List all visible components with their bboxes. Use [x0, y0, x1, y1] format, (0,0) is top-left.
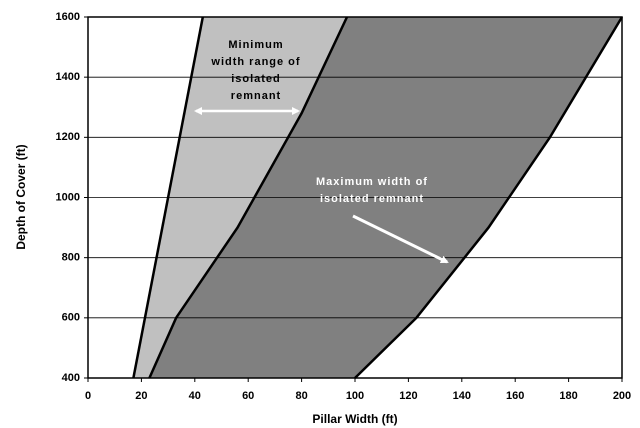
y-axis-label: Depth of Cover (ft) [14, 144, 28, 249]
plot-frame [87, 16, 623, 379]
annotation-text: isolated [231, 73, 281, 85]
annotation-arrow [352, 214, 449, 264]
y-tick-label: 1400 [56, 71, 80, 83]
annotation-text: width range of [210, 56, 300, 68]
boundary-line [354, 16, 624, 379]
annotation-text: Maximum width of [316, 176, 428, 188]
x-tick-label: 40 [189, 390, 201, 402]
x-axis-label: Pillar Width (ft) [312, 412, 397, 426]
x-tick-label: 60 [242, 390, 254, 402]
annotation-text: Minimum [228, 39, 283, 51]
y-tick-label: 1200 [56, 131, 80, 143]
x-tick-label: 20 [135, 390, 147, 402]
x-tick-label: 100 [346, 390, 364, 402]
annotation-text: remnant [231, 90, 281, 102]
y-tick-label: 400 [62, 372, 80, 384]
y-tick-label: 800 [62, 252, 80, 264]
x-tick-label: 80 [295, 390, 307, 402]
x-tick-label: 200 [613, 390, 631, 402]
boundary-line [148, 16, 349, 379]
y-tick-label: 1600 [56, 11, 80, 23]
x-tick-label: 120 [399, 390, 417, 402]
annotation-text: isolated remnant [320, 193, 424, 205]
boundary-line [132, 16, 205, 379]
y-tick-label: 1000 [56, 191, 80, 203]
x-tick-label: 160 [506, 390, 524, 402]
y-tick-label: 600 [62, 312, 80, 324]
x-tick-label: 180 [559, 390, 577, 402]
x-tick-label: 0 [85, 390, 91, 402]
x-tick-label: 140 [453, 390, 471, 402]
